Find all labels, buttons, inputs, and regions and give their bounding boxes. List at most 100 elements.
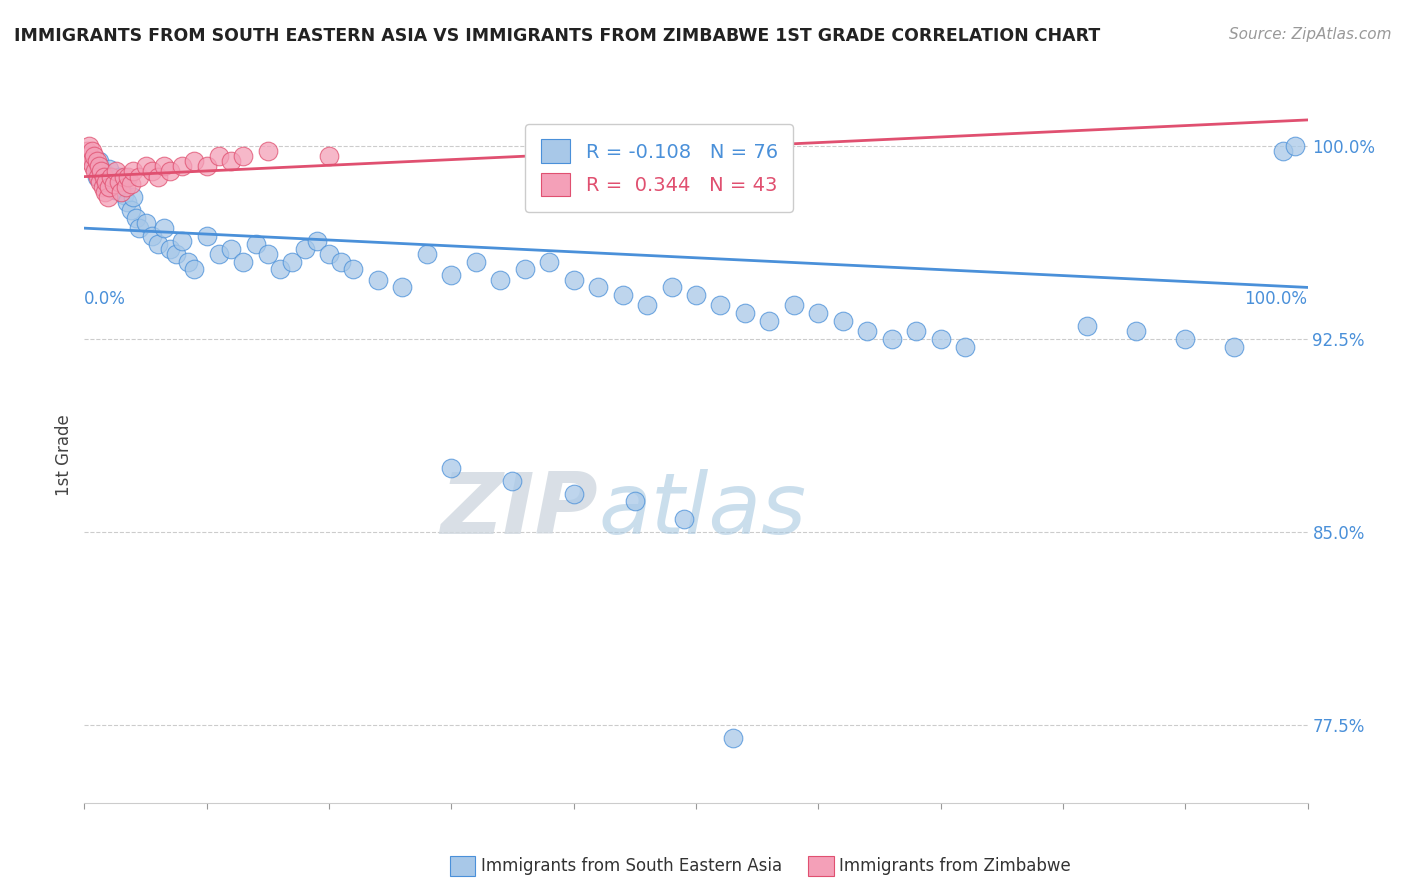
Point [77,149,100,163]
Point [97,180,120,194]
Point [257,247,280,261]
Point [232,149,254,163]
Point [79,149,101,163]
Point [120,203,142,218]
Point [96,175,118,189]
Point [104,182,127,196]
Point [905,324,928,338]
Point [84,164,107,178]
Point [83,149,105,163]
Point [112,169,135,184]
Point [342,262,364,277]
Point [440,268,463,282]
Point [208,247,231,261]
Point [219,154,242,169]
Point [89,175,111,189]
Point [440,460,463,475]
Text: atlas: atlas [598,469,806,552]
Point [330,254,353,268]
Point [110,180,132,194]
Point [734,306,756,320]
Text: 0.0%: 0.0% [84,290,127,308]
Point [76,144,98,158]
Point [97,190,120,204]
Point [91,180,114,194]
Point [489,273,512,287]
Y-axis label: 1st Grade: 1st Grade [55,414,73,496]
Point [721,731,744,746]
Point [183,262,205,277]
Point [122,164,145,178]
Point [661,280,683,294]
Point [513,262,536,277]
Point [100,169,122,184]
Point [183,154,205,169]
Point [122,190,145,204]
Point [77,138,100,153]
Point [110,185,132,199]
Point [86,169,108,184]
Point [87,169,110,184]
Point [502,474,524,488]
Text: IMMIGRANTS FROM SOUTH EASTERN ASIA VS IMMIGRANTS FROM ZIMBABWE 1ST GRADE CORRELA: IMMIGRANTS FROM SOUTH EASTERN ASIA VS IM… [14,27,1101,45]
Point [86,154,108,169]
Point [367,273,389,287]
Point [94,185,117,199]
Point [318,149,340,163]
Point [128,221,150,235]
Point [107,169,129,184]
Point [172,234,194,248]
Point [115,195,138,210]
Point [245,236,267,251]
Point [464,254,486,268]
Point [100,172,122,186]
Point [257,144,280,158]
Point [269,262,291,277]
Point [128,169,150,184]
Point [208,149,231,163]
Point [177,254,200,268]
Point [685,288,707,302]
Point [115,180,138,194]
Point [281,254,304,268]
Point [709,298,731,312]
Point [141,164,163,178]
Point [953,340,976,354]
Point [87,154,110,169]
Point [1272,144,1295,158]
Point [125,211,148,225]
Point [636,298,658,312]
Point [153,159,176,173]
Point [107,175,129,189]
Point [562,273,585,287]
Point [90,164,112,178]
Point [91,164,114,178]
Point [318,247,340,261]
Point [562,486,585,500]
Point [83,157,105,171]
Point [153,221,176,235]
Point [219,242,242,256]
Point [586,280,609,294]
Point [758,314,780,328]
Point [93,169,115,184]
Point [1223,340,1246,354]
Text: Source: ZipAtlas.com: Source: ZipAtlas.com [1229,27,1392,42]
Point [80,144,103,158]
Point [141,228,163,243]
Point [416,247,439,261]
Point [1174,332,1197,346]
Point [783,298,806,312]
Point [1284,138,1306,153]
Point [195,159,218,173]
Point [165,247,187,261]
Point [105,164,128,178]
Point [305,234,328,248]
Point [672,512,695,526]
Point [87,159,110,173]
Point [856,324,879,338]
Point [929,332,952,346]
Point [117,169,139,184]
Point [195,228,218,243]
Point [232,254,254,268]
